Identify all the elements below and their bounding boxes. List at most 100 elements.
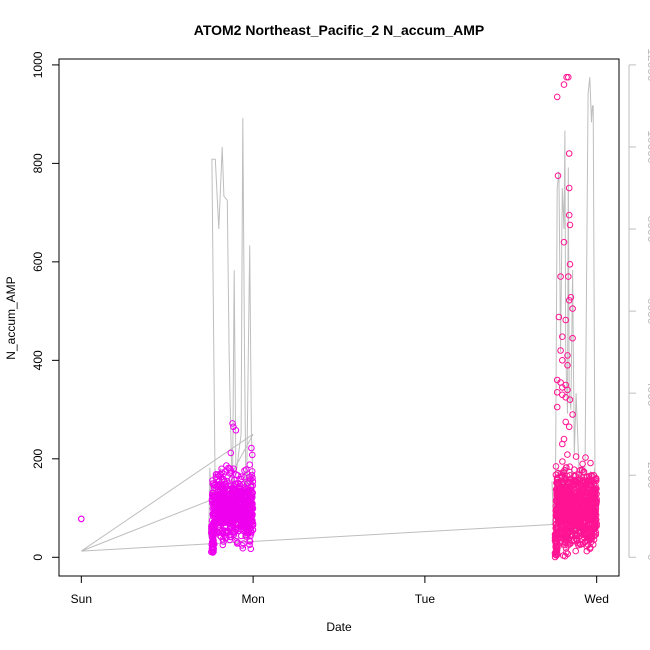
data-point (572, 547, 580, 555)
chart-title: ATOM2 Northeast_Pacific_2 N_accum_AMP (194, 22, 484, 38)
x-tick-label: Mon (241, 592, 264, 606)
data-point (585, 535, 593, 543)
data-point (588, 528, 596, 535)
data-point (572, 453, 580, 460)
data-point (208, 522, 216, 529)
data-point (583, 474, 590, 481)
point-series-layer (78, 73, 600, 561)
data-point (565, 184, 573, 192)
data-point (567, 475, 575, 483)
data-point (554, 476, 561, 484)
data-point (242, 499, 249, 507)
data-point (562, 522, 570, 530)
data-point (562, 418, 570, 426)
data-point (234, 472, 242, 479)
data-point (235, 500, 242, 508)
data-point (580, 469, 587, 476)
data-point (565, 481, 573, 488)
data-point (553, 529, 561, 537)
data-point (585, 535, 592, 542)
data-point (576, 498, 584, 505)
data-point (562, 537, 570, 545)
data-point (554, 503, 562, 510)
data-point (564, 362, 571, 369)
data-point (565, 211, 573, 219)
data-point (553, 93, 561, 101)
data-point (593, 522, 600, 530)
data-point (242, 533, 249, 540)
data-point (553, 479, 561, 487)
data-point (233, 496, 241, 503)
data-point (575, 490, 583, 497)
data-point (582, 454, 589, 461)
data-point (562, 545, 570, 552)
data-point (585, 490, 592, 498)
data-point (566, 463, 574, 471)
data-point (579, 460, 586, 468)
data-point (560, 238, 568, 246)
data-point (217, 533, 225, 541)
data-point (553, 547, 560, 554)
data-point (569, 334, 576, 342)
data-point (563, 464, 570, 471)
y2-tick-label: 6000 (645, 298, 650, 325)
data-point (226, 498, 234, 506)
x-tick-label: Tue (415, 592, 436, 606)
data-point (226, 513, 234, 520)
plot-area-frame (58, 58, 620, 577)
data-point (555, 313, 563, 321)
data-point (576, 520, 584, 527)
data-point (231, 528, 239, 535)
data-point (553, 403, 561, 411)
data-point (565, 516, 573, 524)
data-point (571, 476, 579, 484)
data-point (592, 524, 599, 531)
data-point (569, 305, 576, 312)
data-point (225, 485, 233, 493)
data-point (557, 273, 564, 280)
y-tick-label: 800 (31, 153, 45, 173)
data-point (218, 476, 226, 484)
data-point (246, 537, 253, 544)
data-point (559, 384, 566, 391)
data-point (582, 529, 590, 536)
data-point (230, 465, 237, 473)
data-point (239, 544, 247, 552)
data-point (565, 150, 573, 157)
data-point (565, 73, 572, 81)
data-point (552, 540, 560, 548)
data-point (222, 527, 229, 535)
data-point (583, 547, 591, 555)
data-point (231, 513, 238, 521)
data-point (247, 545, 255, 553)
y2-tick-label: 4000 (645, 380, 650, 407)
data-point (588, 509, 596, 517)
data-point (249, 520, 257, 527)
data-point (210, 520, 217, 528)
data-point (569, 508, 577, 516)
data-point (232, 427, 240, 434)
data-point (592, 482, 599, 489)
data-point (220, 517, 227, 525)
data-point (210, 492, 218, 500)
x-axis: Sun Mon Tue Wed (71, 576, 609, 606)
data-point (570, 480, 578, 487)
data-point (591, 486, 598, 494)
data-point (551, 551, 559, 558)
data-point (593, 495, 600, 503)
data-point (564, 451, 571, 458)
data-point (564, 352, 571, 359)
data-point (553, 389, 561, 396)
data-point (573, 536, 581, 543)
data-point (249, 451, 256, 459)
y-axis-left: 0 200 400 600 800 1000 (31, 51, 59, 561)
y2-tick-label: 10000 (645, 130, 650, 164)
data-point (554, 172, 562, 179)
data-point (569, 411, 576, 418)
data-point (243, 526, 250, 534)
data-point (552, 543, 560, 550)
data-point (562, 316, 570, 324)
data-point (248, 444, 255, 452)
data-point (574, 539, 581, 547)
data-point (228, 476, 235, 483)
